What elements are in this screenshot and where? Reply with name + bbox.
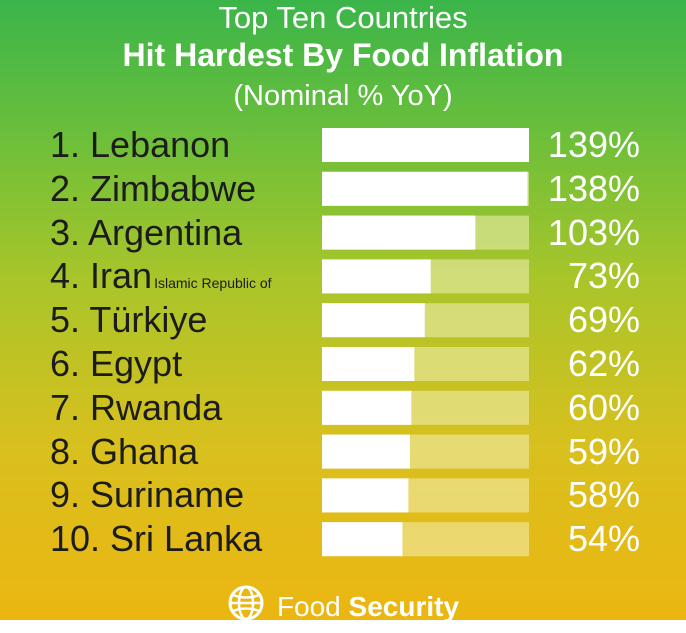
value-label: 62% <box>567 343 640 384</box>
chart-title-line-2: Hit Hardest By Food Inflation <box>122 37 564 73</box>
bar <box>322 347 415 381</box>
value-label: 103% <box>547 211 640 253</box>
category-label: 1. Lebanon <box>50 125 230 165</box>
bar <box>322 215 476 250</box>
value-label: 69% <box>567 299 640 341</box>
value-label: 54% <box>567 518 640 560</box>
category-label-note: Islamic Republic of <box>154 275 272 292</box>
globe-icon <box>227 584 265 633</box>
category-label-text: 3. Argentina <box>50 211 243 253</box>
bar <box>322 171 528 206</box>
value-label: 73% <box>567 255 640 297</box>
bar <box>322 128 529 162</box>
category-label: 4. Iran Islamic Republic of <box>50 256 272 303</box>
category-label-text: 6. Egypt <box>50 343 183 384</box>
category-label-text: 5. Türkiye <box>50 299 208 341</box>
bar <box>322 259 431 294</box>
category-label: 8. Ghana <box>50 430 199 472</box>
bar <box>322 478 409 513</box>
bar <box>322 303 425 338</box>
footer-brand: Food Security <box>0 584 686 633</box>
bar <box>322 434 410 469</box>
category-label-text: 9. Suriname <box>50 474 245 516</box>
value-label: 58% <box>567 474 640 516</box>
bar <box>322 390 412 425</box>
category-label-text: 7. Rwanda <box>50 386 223 428</box>
category-label-text: 8. Ghana <box>50 430 199 472</box>
footer-brand-light: Food <box>276 590 341 622</box>
category-label-text: 10. Sri Lanka <box>50 518 263 560</box>
bar-chart <box>322 128 529 557</box>
category-label: 6. Egypt <box>50 344 182 384</box>
category-label-text: 1. Lebanon <box>50 124 231 165</box>
bar <box>322 522 403 557</box>
value-label: 138% <box>547 167 640 209</box>
category-label-text: 4. Iran <box>50 255 153 297</box>
value-label: 59% <box>567 430 640 472</box>
value-label: 60% <box>567 386 640 428</box>
category-label: 7. Rwanda <box>50 386 223 428</box>
category-label-text: 2. Zimbabwe <box>50 167 257 209</box>
category-label: 10. Sri Lanka <box>50 519 262 559</box>
footer-brand-bold: Security <box>348 590 460 622</box>
category-label: 5. Türkiye <box>50 300 207 340</box>
chart-title-line-1: Top Ten Countries <box>218 0 468 35</box>
category-label: 3. Argentina <box>50 211 243 253</box>
value-label: 139% <box>547 124 640 165</box>
category-label: 9. Suriname <box>50 475 244 515</box>
chart-subtitle: (Nominal % YoY) <box>233 80 453 112</box>
category-label: 2. Zimbabwe <box>50 167 257 209</box>
